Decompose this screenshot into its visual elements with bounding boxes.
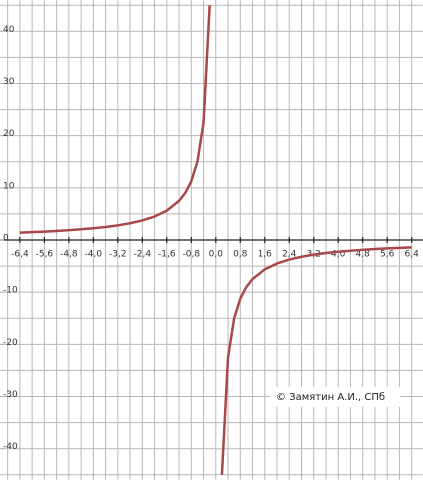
y-tick-label: 10 xyxy=(3,181,15,191)
y-tick-label: -10 xyxy=(3,286,18,296)
x-tick-label: -4,0 xyxy=(85,250,103,260)
x-tick-label: -6,4 xyxy=(11,250,29,260)
curve xyxy=(19,5,412,475)
annotation-box xyxy=(270,387,400,407)
x-tick-label: -5,6 xyxy=(36,250,54,260)
x-tick-label: 0,0 xyxy=(209,250,224,260)
annotation: © Замятин А.И., СПб xyxy=(276,392,385,403)
x-tick-label: 4,0 xyxy=(331,250,346,260)
x-tick-label: -2,4 xyxy=(134,250,152,260)
x-tick-label: 1,6 xyxy=(258,250,273,260)
y-tick-label: -20 xyxy=(3,338,18,348)
y-tick-label: -40 xyxy=(3,442,18,452)
x-tick-label: 6,4 xyxy=(405,250,420,260)
y-tick-label: -30 xyxy=(3,390,18,400)
x-tick-label: 2,4 xyxy=(282,250,297,260)
x-tick-label: -1,6 xyxy=(158,250,176,260)
y-tick-label: 30 xyxy=(3,77,15,87)
x-tick-label: 4,8 xyxy=(356,250,371,260)
y-tick-label: 40 xyxy=(3,25,15,35)
y-tick-label: 20 xyxy=(3,129,15,139)
y-tick-label: 0 xyxy=(3,234,9,244)
x-tick-label: -3,2 xyxy=(109,250,127,260)
x-tick-label: -4,8 xyxy=(60,250,78,260)
x-tick-label: -0,8 xyxy=(183,250,201,260)
marks xyxy=(19,5,412,475)
x-tick-label: 0,8 xyxy=(233,250,248,260)
x-tick-label: 5,6 xyxy=(380,250,395,260)
